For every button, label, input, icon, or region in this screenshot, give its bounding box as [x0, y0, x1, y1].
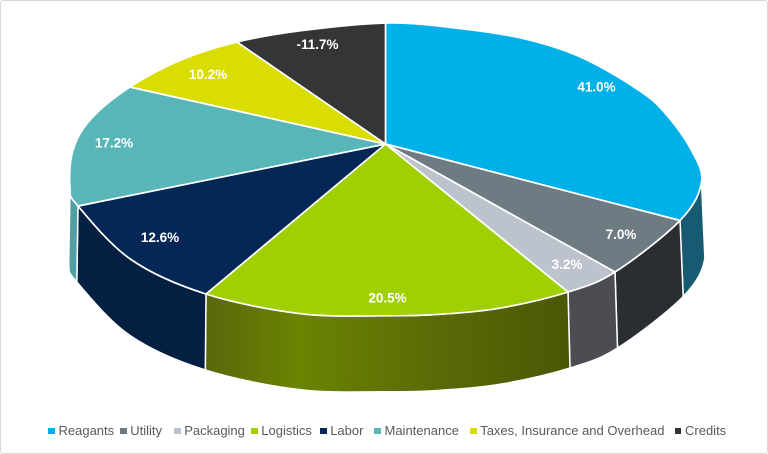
svg-text:20.5%: 20.5% — [368, 290, 406, 305]
svg-text:7.0%: 7.0% — [606, 227, 637, 242]
svg-text:17.2%: 17.2% — [95, 135, 133, 150]
svg-text:-11.7%: -11.7% — [296, 37, 338, 52]
svg-text:10.2%: 10.2% — [189, 67, 227, 82]
svg-text:41.0%: 41.0% — [577, 80, 615, 95]
svg-text:3.2%: 3.2% — [552, 257, 583, 272]
svg-text:12.6%: 12.6% — [141, 230, 179, 245]
